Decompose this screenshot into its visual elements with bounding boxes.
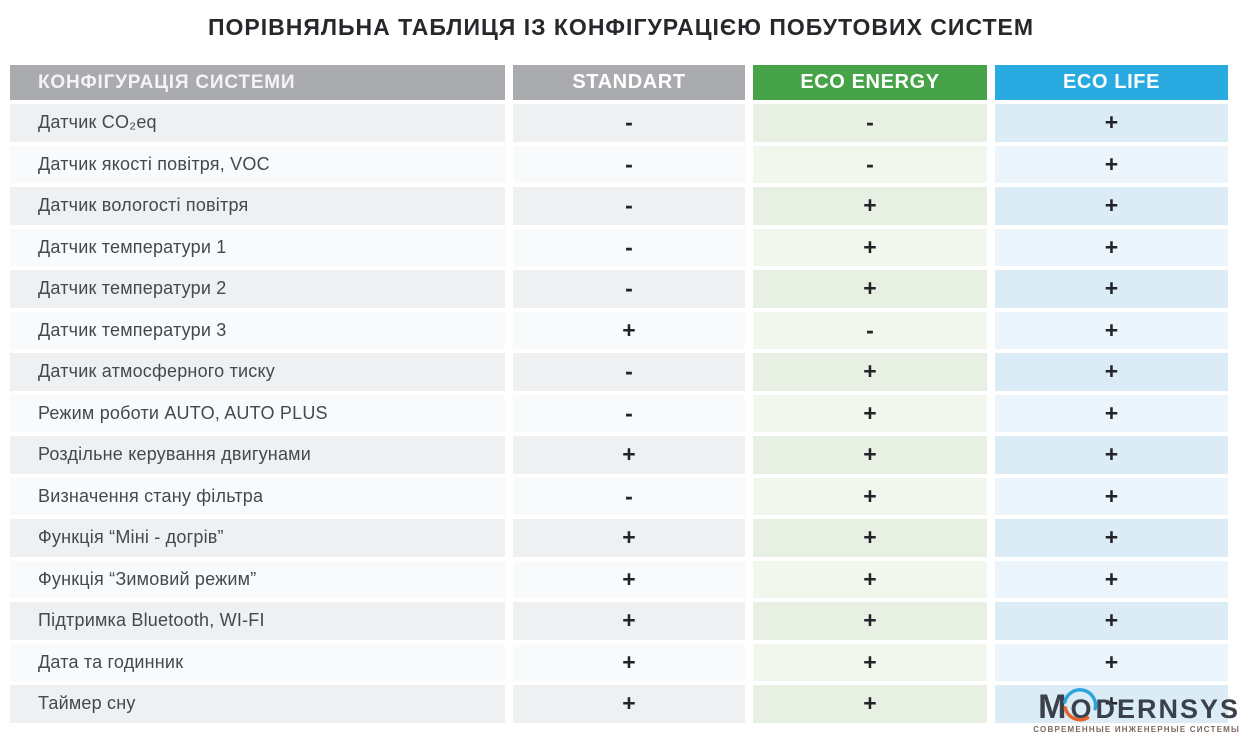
value-cell: + — [753, 602, 987, 640]
value-cell: + — [513, 311, 745, 349]
feature-cell: Режим роботи AUTO, AUTO PLUS — [10, 394, 505, 432]
feature-cell: Роздільне керування двигунами — [10, 436, 505, 474]
feature-cell: Датчик температури 3 — [10, 311, 505, 349]
feature-column-header: КОНФІГУРАЦІЯ СИСТЕМИ — [10, 65, 505, 100]
feature-cell: Датчик температури 1 — [10, 228, 505, 266]
feature-cell: Датчик атмосферного тиску — [10, 353, 505, 391]
value-cell: + — [753, 560, 987, 598]
value-cell: + — [995, 270, 1228, 308]
value-cell: + — [753, 187, 987, 225]
value-cell: + — [995, 477, 1228, 515]
value-cell: + — [513, 519, 745, 557]
value-cell: + — [995, 519, 1228, 557]
value-cell: + — [995, 560, 1228, 598]
logo-letter-o-glyph: O — [1070, 694, 1094, 724]
feature-cell: Функція “Зимовий режим” — [10, 560, 505, 598]
value-cell: + — [753, 477, 987, 515]
logo-letters-rest: DERNSYS — [1095, 694, 1240, 724]
value-cell: + — [513, 643, 745, 681]
column-header-eco-energy: ECO ENERGY — [753, 65, 987, 100]
value-cell: + — [513, 602, 745, 640]
value-cell: + — [995, 685, 1228, 723]
value-cell: + — [995, 104, 1228, 142]
modernsys-logo: M O DERNSYS СОВРЕМЕННЫЕ ИНЖЕНЕРНЫЕ СИСТЕ… — [1033, 688, 1240, 734]
value-cell: + — [753, 228, 987, 266]
feature-cell: Дата та годинник — [10, 643, 505, 681]
value-cell: + — [995, 353, 1228, 391]
value-cell: + — [753, 353, 987, 391]
value-cell: + — [995, 228, 1228, 266]
feature-cell: Підтримка Bluetooth, WI-FI — [10, 602, 505, 640]
logo-tagline: СОВРЕМЕННЫЕ ИНЖЕНЕРНЫЕ СИСТЕМЫ — [1033, 725, 1240, 734]
feature-cell: Датчик температури 2 — [10, 270, 505, 308]
value-cell: + — [995, 602, 1228, 640]
logo-letter-m: M — [1038, 688, 1069, 726]
page-title: ПОРІВНЯЛЬНА ТАБЛИЦЯ ІЗ КОНФІГУРАЦІЄЮ ПОБ… — [207, 14, 1035, 40]
feature-cell: Датчик CO₂eq — [10, 104, 505, 142]
value-cell: - — [513, 270, 745, 308]
value-cell: + — [513, 560, 745, 598]
value-cell: + — [513, 436, 745, 474]
value-cell: + — [513, 685, 745, 723]
column-header-eco-life: ECO LIFE — [995, 65, 1228, 100]
value-cell: + — [753, 270, 987, 308]
value-cell: + — [995, 436, 1228, 474]
value-cell: + — [753, 519, 987, 557]
value-cell: - — [753, 104, 987, 142]
logo-brand-text: M O DERNSYS — [1038, 688, 1240, 726]
value-cell: - — [513, 104, 745, 142]
value-cell: + — [995, 145, 1228, 183]
logo-letter-o: O — [1063, 688, 1098, 724]
value-cell: + — [753, 394, 987, 432]
value-cell: - — [513, 353, 745, 391]
feature-cell: Функція “Міні - догрів” — [10, 519, 505, 557]
value-cell: - — [513, 394, 745, 432]
feature-cell: Датчик якості повітря, VOC — [10, 145, 505, 183]
value-cell: + — [995, 187, 1228, 225]
value-cell: + — [995, 394, 1228, 432]
value-cell: - — [753, 311, 987, 349]
feature-cell: Датчик вологості повітря — [10, 187, 505, 225]
value-cell: + — [995, 311, 1228, 349]
feature-cell: Визначення стану фільтра — [10, 477, 505, 515]
value-cell: + — [995, 643, 1228, 681]
value-cell: - — [513, 187, 745, 225]
value-cell: - — [513, 145, 745, 183]
value-cell: - — [513, 477, 745, 515]
column-header-standart: STANDART — [513, 65, 745, 100]
comparison-table: КОНФІГУРАЦІЯ СИСТЕМИ STANDART ECO ENERGY… — [10, 65, 1228, 723]
value-cell: + — [753, 685, 987, 723]
value-cell: + — [753, 643, 987, 681]
feature-cell: Таймер сну — [10, 685, 505, 723]
value-cell: + — [753, 436, 987, 474]
value-cell: - — [513, 228, 745, 266]
value-cell: - — [753, 145, 987, 183]
